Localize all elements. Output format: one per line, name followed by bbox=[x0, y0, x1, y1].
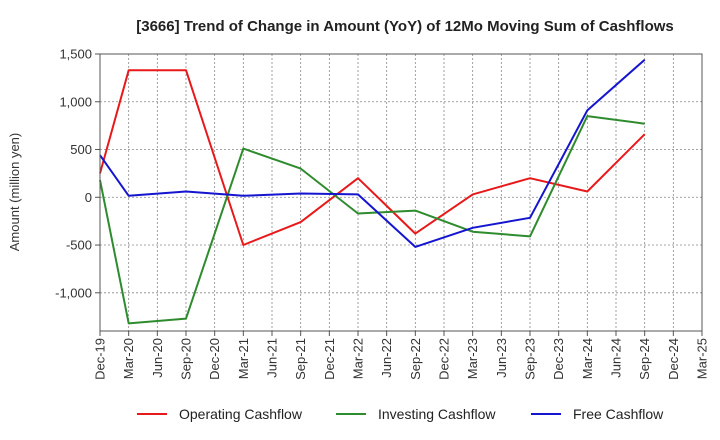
x-tick-label: Dec-23 bbox=[551, 338, 566, 380]
series-line-investing-cashflow bbox=[99, 115, 645, 325]
y-tick-layer: 1,500 1,000 500 0 -500 -1,000 bbox=[55, 47, 100, 300]
x-tick-label: Jun-24 bbox=[609, 338, 624, 378]
x-tick-label: Sep-20 bbox=[179, 338, 194, 380]
x-tick-label: Mar-25 bbox=[695, 338, 710, 379]
x-tick-label: Jun-20 bbox=[150, 338, 165, 378]
x-tick-label: Sep-23 bbox=[523, 338, 538, 380]
x-tick-label: Mar-22 bbox=[351, 338, 366, 379]
x-tick-label: Jun-21 bbox=[265, 338, 280, 378]
legend: Operating Cashflow Investing Cashflow Free… bbox=[137, 406, 664, 422]
x-tick-label: Sep-21 bbox=[293, 338, 308, 380]
series-layer bbox=[99, 58, 646, 325]
y-tick-label: -1,000 bbox=[55, 285, 92, 300]
x-tick-label: Mar-21 bbox=[236, 338, 251, 379]
x-tick-label: Jun-22 bbox=[379, 338, 394, 378]
x-tick-label: Sep-22 bbox=[408, 338, 423, 380]
x-tick-label: Mar-20 bbox=[121, 338, 136, 379]
x-tick-label: Dec-24 bbox=[666, 338, 681, 380]
series-line-free-cashflow bbox=[99, 58, 646, 248]
legend-label-free-cashflow: Free Cashflow bbox=[573, 406, 664, 422]
y-tick-label: 0 bbox=[85, 190, 92, 205]
x-tick-label: Dec-22 bbox=[437, 338, 452, 380]
y-tick-label: -500 bbox=[66, 238, 92, 253]
x-tick-label: Dec-20 bbox=[207, 338, 222, 380]
x-tick-label: Dec-21 bbox=[322, 338, 337, 380]
x-tick-label: Jun-23 bbox=[494, 338, 509, 378]
chart-title: [3666] Trend of Change in Amount (YoY) o… bbox=[136, 18, 674, 35]
x-tick-label: Sep-24 bbox=[637, 338, 652, 380]
x-tick-label: Mar-24 bbox=[580, 338, 595, 379]
y-tick-label: 1,000 bbox=[59, 94, 92, 109]
plot-frame bbox=[99, 53, 703, 332]
y-tick-label: 1,500 bbox=[59, 47, 92, 62]
legend-label-operating-cashflow: Operating Cashflow bbox=[179, 406, 303, 422]
y-axis-label: Amount (million yen) bbox=[7, 133, 22, 252]
legend-label-investing-cashflow: Investing Cashflow bbox=[378, 406, 496, 422]
x-tick-label: Mar-23 bbox=[465, 338, 480, 379]
x-tick-label: Dec-19 bbox=[93, 338, 108, 380]
y-tick-label: 500 bbox=[70, 142, 92, 157]
x-tick-layer: Dec-19 Mar-20 Jun-20 Sep-20 Dec-20 Mar-21 Jun-… bbox=[93, 331, 710, 380]
